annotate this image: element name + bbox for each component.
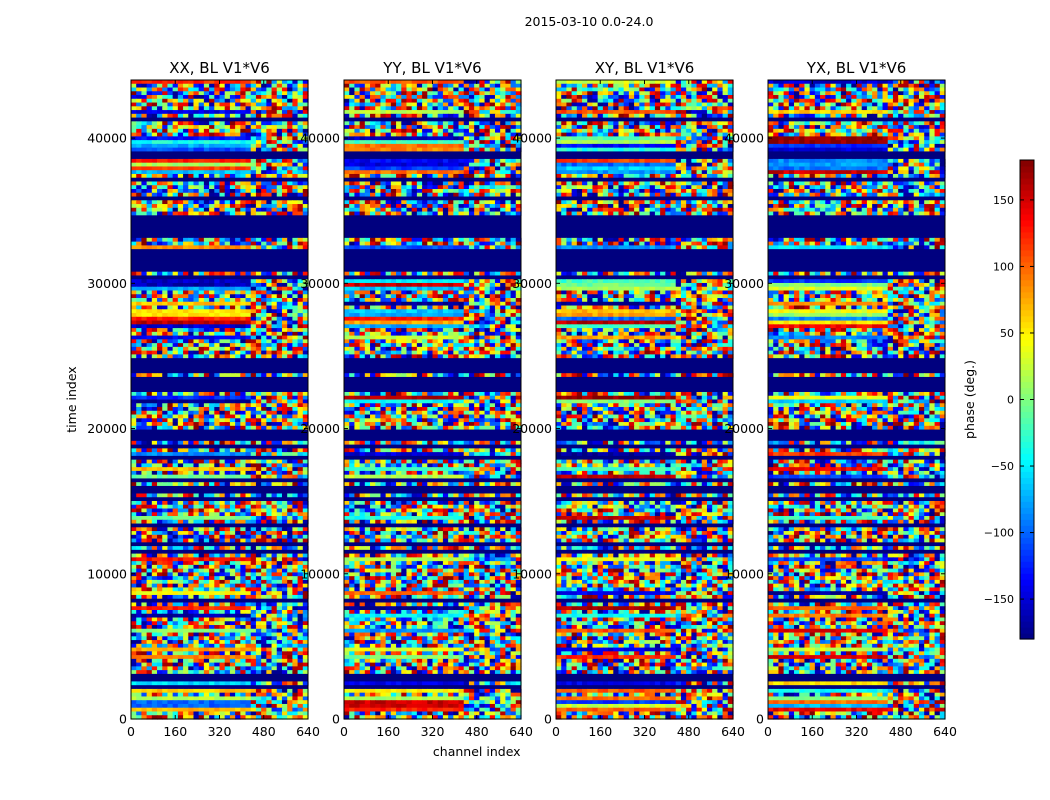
heatmap-2 — [556, 80, 734, 720]
y-tick-label-2-2: 20000 — [512, 421, 552, 436]
y-tick-label-2-1: 10000 — [512, 566, 552, 581]
colorbar-tick-label-2: −50 — [991, 460, 1014, 473]
colorbar: −150 −100 −50 0 50 100 150 phase (deg.) — [962, 159, 1035, 640]
colorbar-tick-label-6: 150 — [993, 194, 1014, 207]
panel-title-3: YX, BL V1*V6 — [806, 59, 907, 77]
x-tick-label-3-0: 0 — [764, 724, 772, 739]
y-axis-label-0: time index — [64, 366, 79, 432]
x-tick-label-1-4: 640 — [509, 724, 533, 739]
x-tick-label-0-0: 0 — [127, 724, 135, 739]
y-tick-label-0-3: 30000 — [87, 276, 127, 291]
y-tick-label-0-1: 10000 — [87, 566, 127, 581]
x-tick-label-0-4: 640 — [296, 724, 320, 739]
colorbar-tick-label-4: 50 — [1000, 327, 1014, 340]
y-tick-label-1-3: 30000 — [300, 276, 340, 291]
colorbar-label: phase (deg.) — [962, 360, 977, 439]
y-tick-label-1-1: 10000 — [300, 566, 340, 581]
panel-title-2: XY, BL V1*V6 — [595, 59, 695, 77]
x-tick-label-2-3: 480 — [677, 724, 701, 739]
y-tick-label-0-4: 40000 — [87, 131, 127, 146]
y-tick-label-3-2: 20000 — [724, 421, 764, 436]
x-tick-label-2-1: 160 — [588, 724, 612, 739]
panel-title-0: XX, BL V1*V6 — [169, 59, 270, 77]
colorbar-tick-label-1: −100 — [984, 527, 1014, 540]
y-tick-label-3-1: 10000 — [724, 566, 764, 581]
y-tick-label-3-3: 30000 — [724, 276, 764, 291]
y-tick-label-3-4: 40000 — [724, 131, 764, 146]
heatmap-3 — [768, 80, 946, 720]
x-tick-label-1-3: 480 — [465, 724, 489, 739]
x-tick-label-3-4: 640 — [933, 724, 957, 739]
panel-2: XY, BL V1*V6 0 160 320 480 640 0 10000 20000 3000… — [512, 59, 745, 739]
panel-1: YY, BL V1*V6 0 160 320 480 640 0 10000 20000 3000… — [300, 59, 533, 759]
panel-title-1: YY, BL V1*V6 — [382, 59, 481, 77]
heatmap-0 — [131, 80, 309, 720]
panel-3: YX, BL V1*V6 0 160 320 480 640 0 10000 20000 3000… — [724, 59, 957, 739]
colorbar-tick-label-0: −150 — [984, 593, 1014, 606]
x-tick-label-0-3: 480 — [252, 724, 276, 739]
y-tick-label-2-3: 30000 — [512, 276, 552, 291]
x-tick-label-0-2: 320 — [208, 724, 232, 739]
x-tick-label-3-1: 160 — [800, 724, 824, 739]
x-tick-label-2-2: 320 — [633, 724, 657, 739]
x-tick-label-0-1: 160 — [163, 724, 187, 739]
y-tick-label-3-0: 0 — [756, 712, 764, 727]
x-tick-label-3-3: 480 — [889, 724, 913, 739]
colorbar-tick-label-3: 0 — [1007, 394, 1014, 407]
x-axis-label-1: channel index — [433, 744, 521, 759]
y-tick-label-2-0: 0 — [544, 712, 552, 727]
x-tick-label-1-1: 160 — [376, 724, 400, 739]
y-tick-label-1-4: 40000 — [300, 131, 340, 146]
colorbar-tick-label-5: 100 — [993, 260, 1014, 273]
figure-title: 2015-03-10 0.0-24.0 — [525, 14, 654, 29]
y-tick-label-0-2: 20000 — [87, 421, 127, 436]
x-tick-label-2-4: 640 — [721, 724, 745, 739]
y-tick-label-1-0: 0 — [332, 712, 340, 727]
x-tick-label-2-0: 0 — [552, 724, 560, 739]
x-tick-label-1-2: 320 — [421, 724, 445, 739]
panel-0: XX, BL V1*V6 0 160 320 480 640 0 10000 20000 3000… — [64, 59, 320, 739]
x-tick-label-1-0: 0 — [340, 724, 348, 739]
heatmap-1 — [344, 80, 522, 720]
y-tick-label-2-4: 40000 — [512, 131, 552, 146]
y-tick-label-0-0: 0 — [119, 712, 127, 727]
x-tick-label-3-2: 320 — [845, 724, 869, 739]
y-tick-label-1-2: 20000 — [300, 421, 340, 436]
